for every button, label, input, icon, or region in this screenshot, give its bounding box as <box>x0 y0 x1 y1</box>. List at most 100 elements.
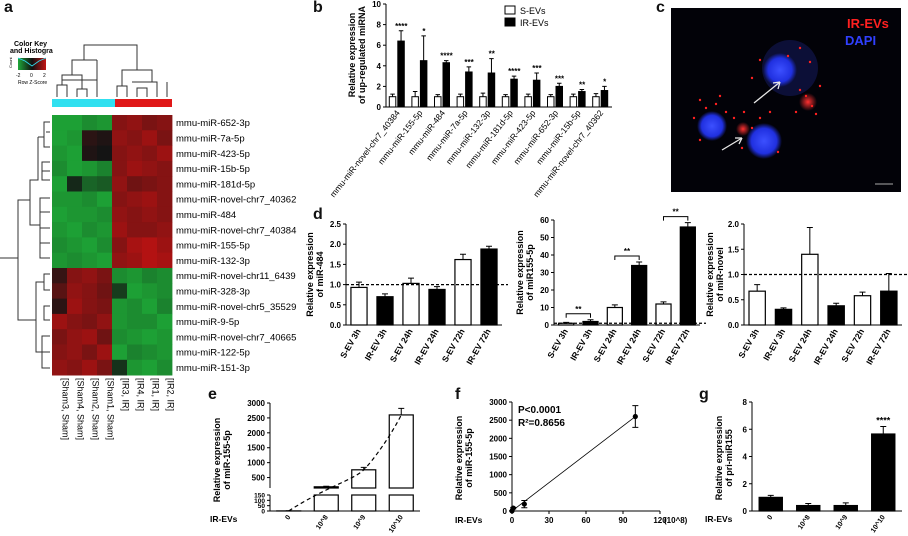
panel-label-f: f <box>455 386 461 403</box>
y-tick-label: 8 <box>377 21 382 30</box>
bar <box>480 248 498 326</box>
bar <box>606 306 623 326</box>
panel-label-b: b <box>313 0 323 16</box>
heatmap-cell <box>157 115 173 131</box>
heatmap-cell <box>97 252 113 269</box>
ir-ev-specks <box>692 46 822 154</box>
heatmap-cell <box>52 298 68 315</box>
y-tick-label: 1.0 <box>330 281 342 290</box>
bar <box>524 96 532 108</box>
heatmap-cell <box>97 298 113 315</box>
ir-ev-speck <box>798 46 802 50</box>
color-key-xlabel: Row Z-Score <box>18 80 47 86</box>
x-tick-label: S-EV 24h <box>388 327 415 364</box>
heatmap-cell <box>97 176 113 192</box>
bar <box>532 79 541 108</box>
y-tick-label: 0 <box>743 507 748 516</box>
error-bar <box>806 227 813 255</box>
x-unit-label: (10^8) <box>664 516 688 525</box>
color-key-tick: 2 <box>43 73 46 79</box>
y-tick-label: 60 <box>540 216 549 225</box>
significance-label: *** <box>464 58 474 67</box>
heatmap-cell <box>127 206 143 223</box>
bar <box>388 414 414 489</box>
significance-bracket <box>565 313 591 318</box>
heatmap-row-label: mmu-miR-181d-5p <box>176 179 255 190</box>
y-tick-label: 0 <box>503 507 508 516</box>
y-tick-label: 1.5 <box>728 245 740 254</box>
heatmap-row-label: mmu-miR-328-3p <box>176 286 250 297</box>
ir-ev-speck <box>740 146 744 150</box>
y-tick-label: 30 <box>540 269 549 278</box>
heatmap-row-labels: mmu-miR-652-3p mmu-miR-7a-5p mmu-miR-423-5… <box>176 118 296 374</box>
heatmap-cell <box>67 268 83 284</box>
microscopy-image <box>671 8 901 192</box>
y-axis-label: Relative expressionof miR-155-5p <box>454 416 474 501</box>
heatmap-cell <box>82 344 98 361</box>
y-tick-label: 0.0 <box>330 321 342 330</box>
x-tick-label: S-EV 3h <box>338 327 363 360</box>
bar <box>456 96 465 108</box>
error-bar <box>398 30 404 42</box>
panel-d-mir484: 0.0 0.5 1.0 1.5 2.0 2.5 S-EV 3h IR-EV 3hS-EV 24… <box>305 220 508 366</box>
heatmap-cell <box>97 268 113 284</box>
panel-label-e: e <box>208 386 217 403</box>
x-tick-label: IR-EV 72h <box>864 327 893 366</box>
heatmap-cell <box>67 130 83 146</box>
heatmap-cell <box>142 344 158 361</box>
x-tick-label: 10^10 <box>387 513 405 534</box>
error-bar <box>636 261 643 266</box>
x-tick-label: 0 <box>284 514 292 521</box>
x-tick-label: S-EV 72h <box>839 327 866 364</box>
x-tick-label: 90 <box>619 516 628 525</box>
y-tick-label: 150 <box>254 493 265 500</box>
data-point <box>510 505 516 511</box>
heatmap-cell <box>52 115 68 131</box>
heatmap-cell <box>127 160 143 177</box>
heatmap-cell <box>127 222 143 238</box>
heatmap-cell <box>112 268 128 284</box>
heatmap-cell <box>52 344 68 361</box>
error-bar <box>489 58 494 74</box>
y-tick-label: 10 <box>540 304 549 313</box>
bar <box>428 288 446 326</box>
heatmap-cell <box>157 191 173 208</box>
panel-c-microscopy: IR-EVs DAPI <box>671 8 901 192</box>
heatmap-cell <box>157 160 173 177</box>
heatmap-cell <box>127 252 143 269</box>
panel-f: 0 500 1000 1500 2000 2500 3000 0 30 60 90 120(10^8)… <box>454 398 688 525</box>
heatmap-cell <box>142 283 158 299</box>
panel-b: 0 2 4 6 8 10 Relative expressionof up-regulate… <box>328 0 612 199</box>
bar <box>827 305 845 326</box>
bar <box>578 91 586 108</box>
bar <box>655 303 672 326</box>
heatmap-cell <box>82 313 98 330</box>
heatmap-cell <box>112 145 128 162</box>
error-bar <box>421 35 426 61</box>
heatmap-cell <box>97 222 113 238</box>
bar <box>313 494 339 512</box>
y-tick-label: 2 <box>377 82 382 91</box>
heatmap-cell <box>142 298 158 315</box>
y-tick-label: 500 <box>252 474 266 483</box>
x-tick-label: 120 <box>653 516 667 525</box>
x-tick-label: IR-EV 3h <box>761 327 787 362</box>
heatmap-row-label: mmu-miR-652-3p <box>176 118 250 129</box>
heatmap-cell <box>157 283 173 299</box>
bar <box>871 433 896 512</box>
heatmap-cell <box>67 252 83 269</box>
panel-label-c: c <box>656 0 665 16</box>
heatmap-cell <box>67 206 83 223</box>
bar <box>465 71 473 108</box>
heatmap-cell <box>112 283 128 299</box>
heatmap-cell <box>157 130 173 146</box>
ir-ev-speck <box>808 60 812 64</box>
row-dendrogram <box>0 121 50 369</box>
heatmap-row-label: mmu-miR-novel-chr7_40362 <box>176 195 296 206</box>
heatmap-cell <box>127 298 143 315</box>
heatmap-cell <box>82 160 98 177</box>
heatmap-cell <box>157 298 173 315</box>
y-tick-label: 2000 <box>247 429 265 438</box>
heatmap-column-label: [Sham4, Sham] <box>76 378 86 440</box>
error-bar <box>435 94 440 97</box>
